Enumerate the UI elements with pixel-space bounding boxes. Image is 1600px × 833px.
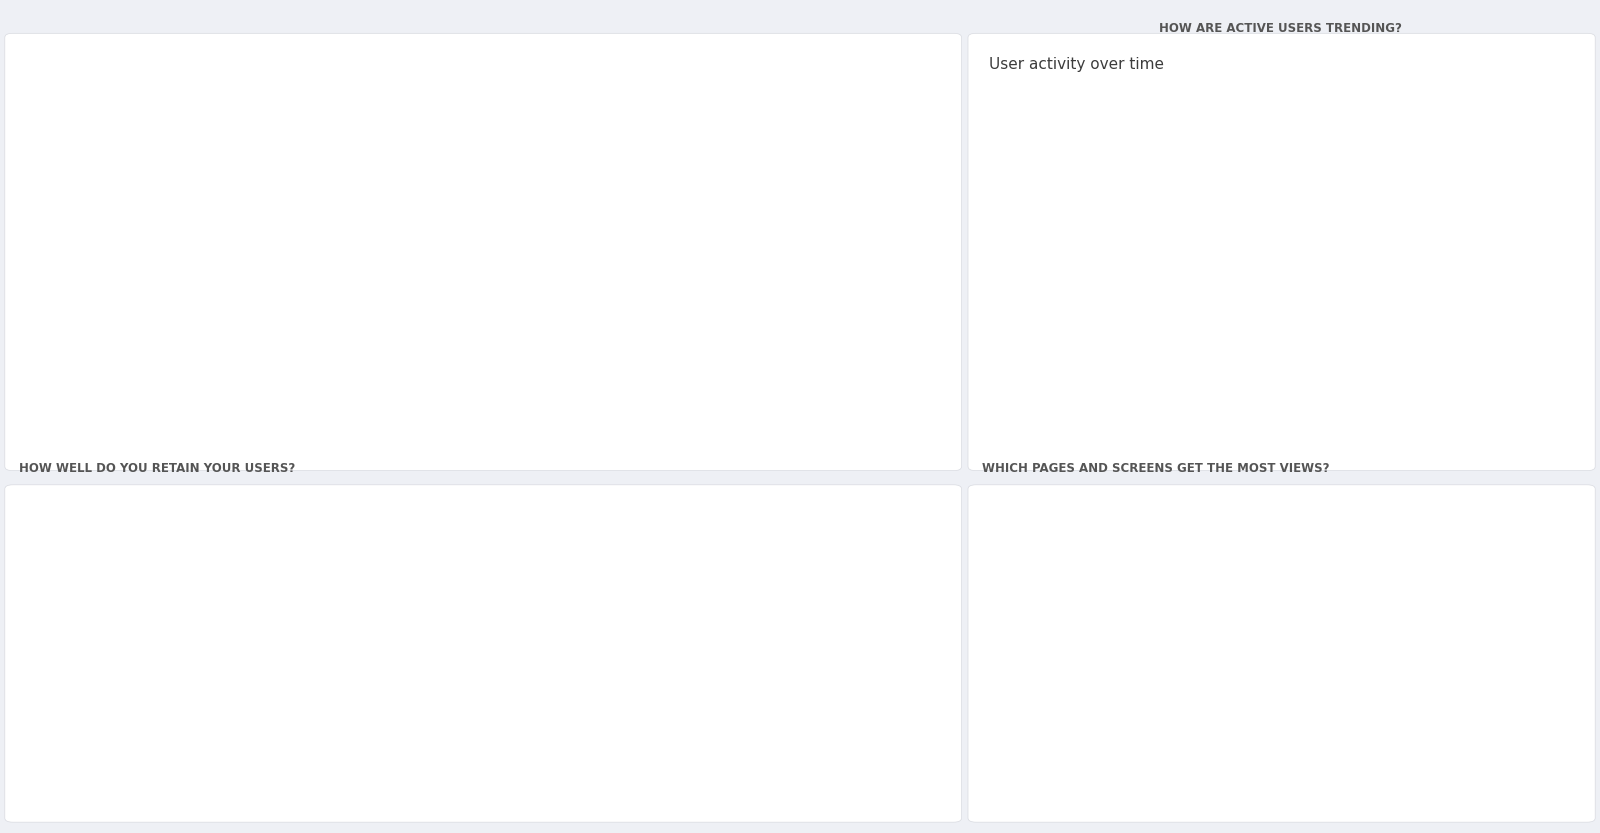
Text: WHICH PAGES AND SCREENS GET THE MOST VIEWS?: WHICH PAGES AND SCREENS GET THE MOST VIE… — [982, 462, 1330, 476]
Text: 5.5K: 5.5K — [912, 212, 941, 226]
Text: ▾: ▾ — [93, 67, 99, 81]
Polygon shape — [430, 214, 494, 265]
Text: ✔: ✔ — [1526, 519, 1534, 529]
Text: USERS: USERS — [902, 97, 941, 107]
Text: South Korea: South Korea — [603, 374, 678, 387]
Point — [22, 88, 42, 98]
Bar — [603, 228, 661, 235]
Text: by Country: by Country — [112, 67, 216, 86]
Bar — [603, 187, 706, 194]
Text: Week 0: Week 0 — [91, 742, 133, 752]
Polygon shape — [253, 190, 339, 327]
FancyBboxPatch shape — [1506, 501, 1574, 548]
Text: United States: United States — [603, 132, 688, 145]
FancyBboxPatch shape — [832, 50, 944, 102]
Text: Week 5: Week 5 — [813, 742, 854, 752]
Text: India: India — [603, 212, 634, 226]
Text: HOW WELL DO YOU RETAIN YOUR USERS?: HOW WELL DO YOU RETAIN YOUR USERS? — [19, 462, 296, 476]
FancyBboxPatch shape — [824, 501, 931, 548]
Text: ✔: ✔ — [1533, 56, 1542, 68]
Text: Week 1: Week 1 — [237, 742, 277, 752]
Text: Page title and screen class: Page title and screen class — [1061, 520, 1283, 537]
Text: 585: 585 — [917, 293, 941, 306]
Text: Week 3: Week 3 — [525, 742, 566, 752]
Text: Based on device data only: Based on device data only — [46, 564, 203, 577]
Text: 725: 725 — [917, 252, 941, 266]
Text: 6.7K: 6.7K — [1480, 246, 1558, 275]
Text: 53K: 53K — [1480, 150, 1546, 178]
Text: HOW ARE ACTIVE USERS TRENDING?: HOW ARE ACTIVE USERS TRENDING? — [1158, 22, 1402, 35]
Text: 7 DAYS: 7 DAYS — [1480, 222, 1522, 232]
Polygon shape — [120, 292, 206, 388]
Point — [280, 88, 299, 98]
Text: 509: 509 — [917, 374, 941, 387]
Text: 30 DAYS: 30 DAYS — [1480, 126, 1528, 136]
Polygon shape — [253, 135, 322, 197]
Text: ▾: ▾ — [906, 519, 910, 529]
Text: ▾: ▾ — [1557, 519, 1563, 529]
Text: PAGE TITLE AND SCREEN CLASS: PAGE TITLE AND SCREEN CLASS — [997, 586, 1182, 596]
Text: 24K: 24K — [917, 132, 941, 145]
Polygon shape — [523, 183, 546, 214]
Text: View countries →: View countries → — [542, 423, 650, 436]
Bar — [603, 389, 608, 396]
Text: ▾: ▾ — [1560, 57, 1565, 67]
Text: 129: 129 — [1480, 336, 1544, 365]
Text: COUNTRY: COUNTRY — [603, 97, 659, 107]
Text: ✔: ✔ — [858, 519, 867, 529]
Text: China: China — [603, 333, 638, 347]
Text: User activity by cohort: User activity by cohort — [46, 520, 235, 537]
Bar — [603, 308, 610, 315]
Text: VIEWS: VIEWS — [1534, 586, 1573, 596]
Polygon shape — [368, 197, 419, 258]
Polygon shape — [38, 135, 171, 279]
Text: Week 2: Week 2 — [381, 742, 422, 752]
Text: Canada: Canada — [603, 172, 651, 185]
Polygon shape — [315, 122, 523, 203]
Bar — [603, 349, 610, 356]
Text: ▾: ▾ — [909, 69, 914, 79]
Text: 1 DAY: 1 DAY — [1480, 312, 1514, 322]
Point — [80, 88, 99, 98]
Polygon shape — [310, 197, 362, 248]
Polygon shape — [154, 105, 218, 146]
Text: Japan: Japan — [603, 252, 638, 266]
Text: Views by: Views by — [997, 520, 1077, 537]
FancyBboxPatch shape — [1512, 39, 1579, 85]
Polygon shape — [477, 292, 557, 361]
Text: Taiwan: Taiwan — [603, 293, 646, 306]
Polygon shape — [114, 252, 160, 299]
Text: Week 4: Week 4 — [669, 742, 710, 752]
Polygon shape — [413, 180, 523, 234]
Text: Users: Users — [32, 67, 82, 86]
Bar — [603, 147, 851, 154]
Text: 9.9K: 9.9K — [912, 172, 941, 185]
Bar — [603, 268, 611, 275]
Text: User activity over time: User activity over time — [989, 57, 1163, 72]
Point — [122, 88, 141, 98]
Text: ✔: ✔ — [861, 69, 870, 79]
Text: 553: 553 — [917, 333, 941, 347]
